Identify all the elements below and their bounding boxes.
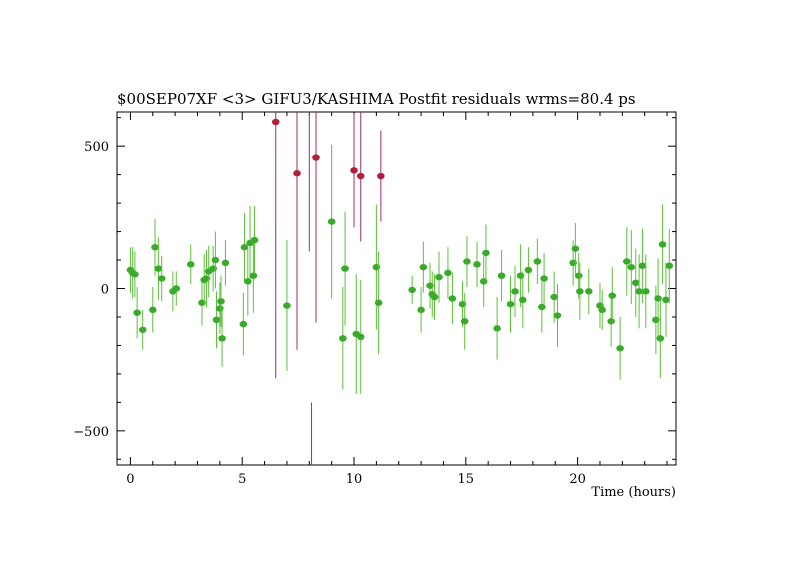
data-point bbox=[148, 306, 157, 314]
data-point bbox=[553, 312, 562, 319]
data-point bbox=[519, 296, 527, 304]
data-point bbox=[658, 241, 667, 248]
x-tick-label: 15 bbox=[458, 472, 475, 487]
data-point bbox=[211, 256, 220, 264]
x-axis-label: Time (hours) bbox=[591, 485, 676, 500]
data-point bbox=[550, 293, 558, 301]
data-point bbox=[497, 272, 506, 279]
data-point bbox=[574, 272, 583, 279]
data-point bbox=[463, 258, 471, 265]
data-point bbox=[448, 295, 457, 302]
outlier-point bbox=[377, 172, 385, 180]
data-point bbox=[623, 258, 631, 265]
data-point bbox=[665, 262, 674, 269]
x-tick-label: 5 bbox=[238, 472, 246, 487]
data-point bbox=[356, 333, 365, 341]
y-tick-label: −500 bbox=[73, 425, 109, 440]
data-point bbox=[598, 306, 607, 314]
data-point bbox=[506, 300, 515, 308]
data-point bbox=[638, 262, 647, 269]
axis-ticks bbox=[117, 112, 676, 465]
data-point bbox=[627, 263, 636, 271]
chart-title: $00SEP07XF <3> GIFU3/KASHIMA Postfit res… bbox=[117, 90, 636, 108]
data-point bbox=[419, 263, 428, 271]
data-point bbox=[538, 303, 546, 311]
data-point bbox=[341, 265, 349, 272]
data-point bbox=[212, 316, 221, 324]
data-point bbox=[444, 269, 452, 277]
data-point bbox=[151, 244, 159, 251]
data-point bbox=[239, 320, 248, 328]
data-point bbox=[635, 288, 643, 295]
data-point bbox=[493, 325, 501, 332]
data-point bbox=[250, 236, 259, 244]
plot-area bbox=[126, 112, 674, 465]
data-point bbox=[327, 218, 336, 225]
data-point bbox=[417, 306, 425, 314]
data-point bbox=[186, 261, 195, 268]
y-tick-label: 0 bbox=[101, 283, 109, 298]
data-point bbox=[608, 292, 617, 299]
data-point bbox=[218, 335, 226, 342]
outlier-point bbox=[356, 172, 365, 180]
data-point bbox=[240, 244, 249, 251]
data-point bbox=[221, 259, 230, 267]
data-point bbox=[283, 302, 291, 309]
y-tick-label: 500 bbox=[84, 140, 109, 155]
data-point bbox=[473, 261, 481, 268]
outlier-point bbox=[350, 167, 358, 174]
data-point bbox=[571, 245, 580, 252]
data-point bbox=[524, 266, 533, 274]
data-point bbox=[430, 293, 439, 301]
data-point bbox=[607, 318, 615, 325]
data-point bbox=[339, 335, 347, 342]
data-point bbox=[460, 318, 469, 325]
data-point bbox=[540, 275, 548, 282]
plot-frame bbox=[116, 111, 677, 466]
data-point bbox=[249, 272, 258, 279]
data-point bbox=[374, 299, 383, 306]
data-point bbox=[631, 279, 640, 287]
data-point bbox=[642, 288, 650, 295]
data-point bbox=[576, 288, 584, 295]
data-point bbox=[154, 265, 163, 272]
x-tick-label: 10 bbox=[346, 472, 363, 487]
data-point bbox=[584, 288, 593, 295]
data-point bbox=[656, 335, 665, 342]
outlier-point bbox=[312, 154, 320, 161]
data-point bbox=[131, 271, 139, 278]
data-point bbox=[217, 298, 225, 305]
data-point bbox=[172, 285, 181, 292]
data-point bbox=[133, 309, 141, 316]
data-point bbox=[482, 249, 490, 257]
data-point bbox=[533, 258, 542, 265]
outlier-point bbox=[293, 170, 301, 177]
outlier-point bbox=[271, 118, 280, 126]
data-point bbox=[662, 296, 670, 304]
data-point bbox=[511, 288, 519, 295]
data-point bbox=[408, 286, 416, 294]
data-point bbox=[138, 326, 147, 333]
tick-labels: 0 5 10 15 20 −500 0 500 bbox=[73, 140, 586, 487]
x-tick-label: 0 bbox=[126, 472, 134, 487]
data-point bbox=[157, 275, 166, 282]
data-point bbox=[616, 345, 624, 352]
x-tick-label: 20 bbox=[569, 472, 586, 487]
data-point bbox=[435, 273, 443, 281]
